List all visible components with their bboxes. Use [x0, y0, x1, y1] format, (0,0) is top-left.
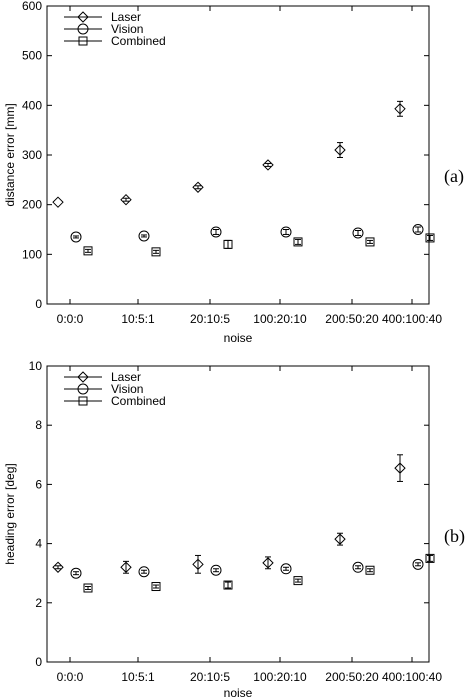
y-axis-label: heading error [deg] [3, 463, 17, 564]
data-point-vision [352, 561, 364, 573]
y-tick-label: 2 [35, 596, 42, 610]
data-point-laser [262, 557, 274, 569]
data-point-combined [425, 233, 435, 243]
plot-frame [46, 365, 430, 663]
y-tick-label: 6 [35, 477, 42, 491]
legend-marker-combined [78, 36, 88, 46]
data-point-laser [394, 103, 406, 115]
legend-label: Laser [111, 10, 141, 24]
data-point-laser [52, 196, 64, 208]
data-point-vision [70, 567, 82, 579]
data-point-combined [151, 247, 161, 257]
data-point-combined [365, 237, 375, 247]
x-tick-label: 10:5:1 [121, 312, 155, 326]
data-point-vision [352, 227, 364, 239]
data-point-combined [83, 246, 93, 256]
x-tick-label: 20:10:5 [190, 670, 230, 684]
data-point-vision [412, 558, 424, 570]
data-point-laser [192, 558, 204, 571]
data-point-vision [70, 231, 82, 243]
x-tick-label: 200:50:20 [325, 670, 379, 684]
legend-label: Vision [111, 22, 143, 36]
data-point-laser [334, 144, 346, 156]
legend-marker-combined [78, 396, 88, 406]
data-point-combined [425, 553, 435, 563]
data-point-combined [223, 580, 233, 590]
x-tick-label: 100:20:10 [253, 670, 307, 684]
data-point-combined [223, 239, 233, 249]
panel-label: (b) [444, 526, 465, 547]
y-tick-label: 600 [22, 0, 42, 13]
legend-marker-vision [77, 383, 89, 395]
data-point-laser [52, 561, 64, 573]
data-point-combined [293, 576, 303, 586]
y-tick-label: 400 [22, 98, 42, 112]
y-axis-label: distance error [mm] [3, 103, 17, 206]
x-tick-label: 100:20:10 [253, 312, 307, 326]
data-point-combined [293, 237, 303, 247]
data-point-vision [210, 226, 222, 238]
data-point-vision [210, 564, 222, 576]
legend-marker-laser [77, 11, 89, 23]
x-axis-label: noise [224, 331, 253, 345]
y-tick-label: 10 [29, 359, 43, 373]
data-point-vision [280, 563, 292, 575]
data-point-laser [394, 462, 406, 474]
x-axis-label: noise [224, 686, 253, 700]
x-tick-label: 0:0:0 [57, 670, 84, 684]
legend-label: Combined [111, 34, 166, 48]
legend-marker-laser [77, 371, 89, 383]
data-point-laser [334, 533, 346, 545]
data-point-vision [412, 224, 424, 235]
legend-label: Combined [111, 394, 166, 408]
legend-label: Vision [111, 382, 143, 396]
y-tick-label: 0 [35, 297, 42, 311]
x-tick-label: 20:10:5 [190, 312, 230, 326]
y-tick-label: 500 [22, 49, 42, 63]
data-point-laser [192, 181, 204, 193]
x-tick-label: 0:0:0 [57, 312, 84, 326]
legend-label: Laser [111, 370, 141, 384]
y-tick-label: 300 [22, 148, 42, 162]
data-point-combined [83, 583, 93, 593]
y-tick-label: 200 [22, 198, 42, 212]
data-point-vision [280, 226, 292, 238]
data-point-laser [120, 193, 132, 206]
x-tick-label: 10:5:1 [121, 670, 155, 684]
data-point-vision [138, 566, 150, 578]
panel-label: (a) [444, 166, 464, 187]
y-tick-label: 4 [35, 537, 42, 551]
x-tick-label: 200:50:20 [325, 312, 379, 326]
x-tick-label: 400:100:40 [382, 312, 442, 326]
data-point-laser [120, 561, 132, 573]
y-tick-label: 0 [35, 655, 42, 669]
data-point-combined [365, 565, 375, 575]
data-point-combined [151, 582, 161, 592]
chart-panel-2: 0 2 4 6 8 10 0:0:0 10:5:1 20:10:5 100:20:10 200:50… [3, 359, 465, 700]
y-tick-label: 8 [35, 418, 42, 432]
data-point-vision [138, 230, 150, 242]
chart-panel-1: 0 100 200 300 400 500 600 0:0:0 10:5:1 20:10:5 100… [3, 0, 464, 345]
x-tick-label: 400:100:40 [382, 670, 442, 684]
y-tick-label: 100 [22, 247, 42, 261]
data-point-laser [262, 159, 274, 171]
plot-frame [46, 5, 430, 305]
legend-marker-vision [77, 23, 89, 35]
